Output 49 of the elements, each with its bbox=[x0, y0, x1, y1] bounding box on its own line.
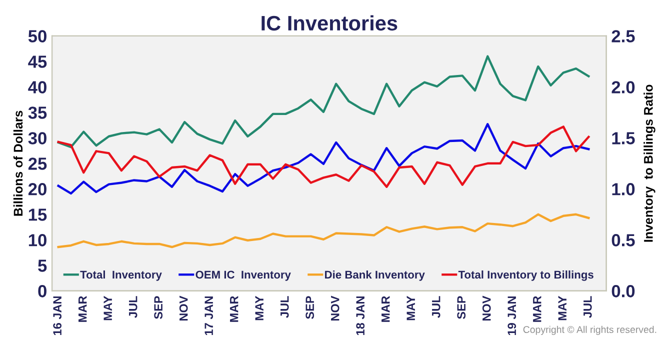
x-tick-label: NOV bbox=[179, 296, 188, 321]
x-tick-label: MAY bbox=[406, 296, 415, 320]
y-tick-label: 10 bbox=[28, 234, 46, 246]
y-tick-label: 0 bbox=[38, 285, 46, 298]
y-tick-label: 35 bbox=[28, 106, 47, 119]
x-tick-label: NOV bbox=[482, 296, 491, 321]
y-tick-label: 25 bbox=[28, 158, 47, 170]
y-tick-label: 45 bbox=[28, 56, 47, 68]
y2-tick-label: 0.5 bbox=[612, 234, 635, 246]
y2-tick-label: 0.0 bbox=[612, 285, 635, 298]
y2-tick-label: 2.0 bbox=[612, 81, 635, 94]
x-tick-label: MAR bbox=[230, 296, 238, 322]
y-tick-label: 50 bbox=[28, 30, 46, 42]
y-tick-label: 15 bbox=[28, 208, 47, 221]
x-tick-label: SEP bbox=[457, 296, 466, 320]
x-tick-label: JUL bbox=[129, 296, 138, 318]
x-tick-label: MAY bbox=[558, 296, 566, 320]
x-tick-label: NOV bbox=[330, 296, 340, 321]
x-tick-label: MAR bbox=[533, 296, 542, 322]
chart-title: IC Inventories bbox=[262, 15, 398, 31]
y-tick-label: 20 bbox=[28, 183, 46, 196]
y2-tick-label: 2.5 bbox=[612, 30, 635, 42]
legend-label: Die Bank Inventory bbox=[325, 270, 425, 281]
x-tick-label: SEP bbox=[154, 296, 163, 320]
x-tick-label: 19 JAN bbox=[508, 296, 516, 336]
x-tick-label: 17 JAN bbox=[204, 296, 214, 336]
line-series bbox=[57, 213, 590, 248]
x-tick-label: 16 JAN bbox=[53, 296, 62, 336]
y-tick-label: 5 bbox=[38, 260, 47, 272]
line-series bbox=[57, 55, 590, 148]
x-tick-label: MAR bbox=[382, 296, 390, 322]
x-tick-label: MAR bbox=[78, 296, 87, 322]
x-tick-label: JUL bbox=[280, 296, 289, 318]
y2-axis-title: Inventory to Billings Ratio bbox=[644, 84, 656, 242]
legend-label: Total Inventory bbox=[80, 270, 162, 281]
x-tick-label: SEP bbox=[306, 296, 314, 320]
x-tick-label: 18 JAN bbox=[356, 296, 365, 336]
y2-tick-label: 1.0 bbox=[612, 183, 635, 196]
x-tick-label: JUL bbox=[584, 296, 592, 318]
x-tick-label: JUL bbox=[432, 296, 440, 318]
x-tick-label: MAY bbox=[255, 296, 264, 320]
x-tick-label: MAY bbox=[104, 296, 112, 320]
y-axis-title: Billions of Dollars bbox=[13, 110, 23, 216]
text: Copyright © All rights reserved. bbox=[523, 326, 656, 335]
legend-label: OEM IC Inventory bbox=[196, 270, 291, 281]
y2-tick-label: 1.5 bbox=[612, 132, 635, 144]
y-tick-label: 30 bbox=[28, 132, 46, 144]
y-tick-label: 40 bbox=[28, 81, 46, 94]
legend-label: Total Inventory to Billings bbox=[458, 270, 594, 281]
